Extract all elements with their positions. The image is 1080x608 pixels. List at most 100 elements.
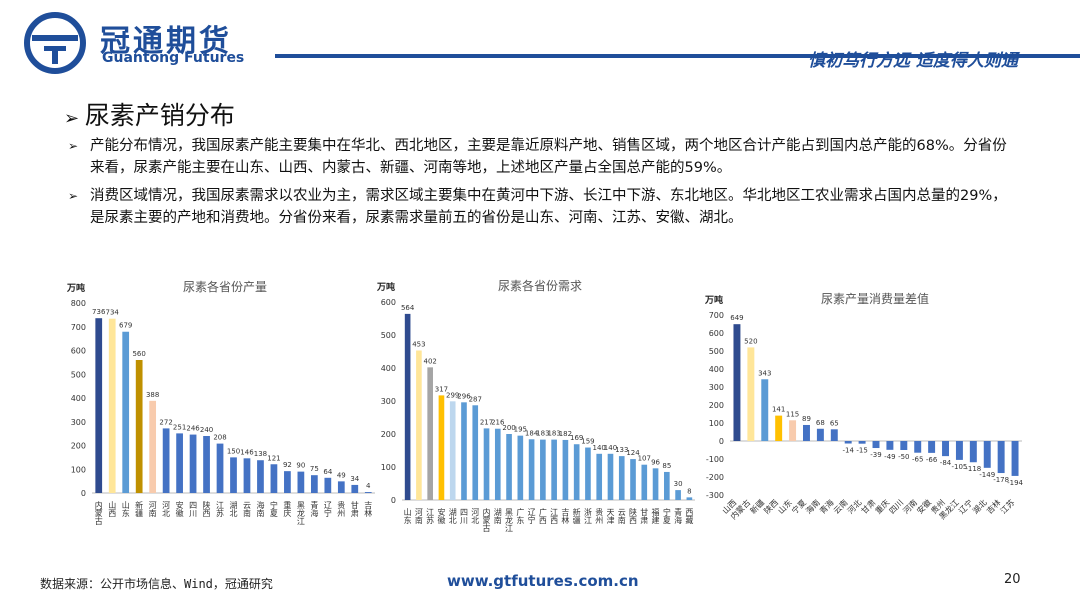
bar bbox=[747, 347, 755, 441]
x-tick-label: 安徽 bbox=[915, 497, 933, 515]
data-label: 216 bbox=[491, 419, 505, 427]
x-tick-label: 陕西 bbox=[629, 507, 638, 525]
bar bbox=[997, 441, 1005, 474]
x-tick-label: 贵州 bbox=[595, 507, 604, 524]
x-tick-label: 陕西 bbox=[202, 500, 211, 518]
data-label: 159 bbox=[581, 438, 594, 446]
x-tick-label: 河南 bbox=[414, 507, 423, 524]
logo-bar bbox=[32, 35, 78, 41]
bar bbox=[517, 435, 524, 500]
x-tick-label: 山西 bbox=[108, 500, 117, 518]
bar bbox=[872, 441, 880, 449]
y-tick-label: 200 bbox=[71, 442, 86, 451]
data-label: 140 bbox=[604, 444, 617, 452]
x-tick-label: 辽宁 bbox=[956, 497, 974, 515]
x-tick-label: 山东 bbox=[121, 500, 130, 517]
bar bbox=[310, 475, 318, 493]
y-tick-label: 0 bbox=[391, 496, 396, 505]
bar bbox=[257, 460, 264, 493]
x-tick-label: 河北 bbox=[162, 500, 171, 518]
data-label: 30 bbox=[674, 480, 683, 488]
data-label: 34 bbox=[350, 475, 359, 483]
data-label: 734 bbox=[106, 309, 120, 317]
header-rule bbox=[275, 54, 1080, 58]
data-label: -49 bbox=[884, 453, 895, 461]
bar bbox=[733, 324, 741, 441]
x-tick-label: 云南 bbox=[242, 501, 251, 517]
x-tick-label: 浙江 bbox=[583, 507, 592, 525]
y-tick-label: 800 bbox=[71, 299, 86, 308]
data-label: -15 bbox=[856, 447, 867, 455]
x-tick-label: 云南 bbox=[831, 497, 849, 515]
x-tick-label: 贵州 bbox=[337, 500, 346, 517]
header-graphics bbox=[24, 12, 1080, 74]
bar bbox=[641, 464, 648, 500]
data-label: 92 bbox=[283, 461, 292, 469]
data-label: 138 bbox=[254, 450, 267, 458]
y-axis-label: 万吨 bbox=[704, 294, 723, 306]
y-tick-label: 100 bbox=[709, 419, 724, 428]
y-tick-label: 300 bbox=[71, 418, 86, 427]
y-tick-label: 200 bbox=[709, 401, 724, 410]
x-tick-label: 江苏 bbox=[426, 508, 435, 525]
bar bbox=[472, 405, 479, 500]
x-tick-label: 重庆 bbox=[873, 497, 891, 515]
x-tick-label: 西藏 bbox=[685, 508, 694, 525]
y-tick-label: 600 bbox=[381, 298, 396, 307]
x-tick-label: 宁夏 bbox=[269, 500, 278, 517]
y-tick-label: 500 bbox=[709, 347, 724, 356]
bar bbox=[438, 395, 445, 500]
y-tick-label: 700 bbox=[71, 323, 86, 332]
bar bbox=[816, 428, 824, 441]
bullet: 消费区域情况，我国尿素需求以农业为主，需求区域主要集中在黄河中下游、长江中下游、… bbox=[68, 185, 1008, 229]
bar bbox=[886, 441, 894, 450]
bar bbox=[664, 471, 670, 500]
y-tick-label: 300 bbox=[381, 397, 396, 406]
x-tick-label: 湖北 bbox=[229, 501, 238, 518]
bar bbox=[324, 477, 332, 493]
x-tick-label: 黑龙江 bbox=[296, 501, 305, 526]
x-tick-label: 新疆 bbox=[572, 507, 581, 525]
bar bbox=[449, 401, 456, 500]
x-tick-label: 吉林 bbox=[561, 508, 570, 525]
x-tick-label: 河南 bbox=[148, 500, 157, 517]
chart-title: 尿素产量消费量差值 bbox=[821, 291, 929, 306]
source: 数据来源：公开市场信息、Wind，冠通研究 bbox=[40, 577, 273, 591]
y-tick-label: 300 bbox=[709, 383, 724, 392]
chart-title: 尿素各省份需求 bbox=[498, 278, 582, 293]
bar bbox=[176, 433, 183, 493]
bar bbox=[404, 313, 411, 500]
data-label: -194 bbox=[1007, 479, 1023, 487]
bar bbox=[983, 441, 991, 468]
data-label: 246 bbox=[186, 425, 200, 433]
y-tick-label: 700 bbox=[709, 311, 724, 320]
url: www.gtfutures.com.cn bbox=[447, 572, 639, 590]
bullet: 产能分布情况，我国尿素产能主要集中在华北、西北地区，主要是靠近原料产地、销售区域… bbox=[68, 135, 1008, 179]
bar bbox=[461, 402, 467, 500]
bar bbox=[900, 441, 908, 450]
bar bbox=[803, 424, 810, 441]
data-label: 75 bbox=[310, 465, 319, 473]
logo-ring bbox=[24, 12, 86, 74]
data-label: 208 bbox=[213, 434, 226, 442]
x-tick-label: 广东 bbox=[516, 507, 525, 524]
data-label: 96 bbox=[651, 458, 660, 466]
bar bbox=[108, 318, 116, 493]
chart-title: 尿素各省份产量 bbox=[183, 279, 267, 294]
data-label: 272 bbox=[159, 418, 172, 426]
y-tick-label: 400 bbox=[71, 394, 86, 403]
data-label: 317 bbox=[435, 385, 448, 393]
x-tick-label: 广西 bbox=[538, 507, 547, 525]
bar bbox=[528, 439, 535, 500]
y-tick-label: 500 bbox=[71, 370, 86, 379]
data-label: 68 bbox=[816, 419, 825, 427]
x-tick-label: 山东 bbox=[403, 507, 412, 524]
bar bbox=[1011, 441, 1019, 476]
bar bbox=[95, 318, 103, 493]
data-label: 141 bbox=[772, 406, 785, 414]
y-tick-label: -200 bbox=[706, 473, 724, 482]
data-label: 64 bbox=[323, 468, 332, 476]
y-axis-label: 万吨 bbox=[376, 281, 395, 293]
data-label: 251 bbox=[173, 423, 186, 431]
x-tick-label: 江苏 bbox=[216, 501, 225, 518]
